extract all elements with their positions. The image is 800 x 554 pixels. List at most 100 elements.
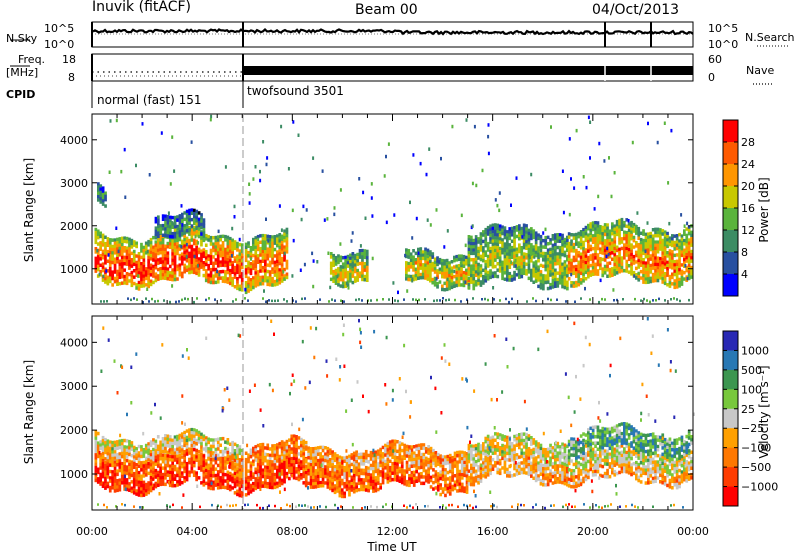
heatmap-cell bbox=[116, 256, 119, 261]
scatter-cell bbox=[550, 125, 552, 129]
heatmap-cell bbox=[104, 197, 107, 202]
heatmap-cell bbox=[123, 458, 126, 462]
heatmap-cell bbox=[396, 478, 399, 482]
heatmap-cell bbox=[577, 263, 581, 268]
heatmap-cell bbox=[132, 475, 136, 479]
heatmap-cell bbox=[544, 274, 548, 278]
heatmap-cell bbox=[159, 463, 162, 467]
heatmap-cell bbox=[479, 235, 483, 239]
heatmap-cell bbox=[417, 263, 420, 268]
heatmap-cell bbox=[415, 479, 418, 483]
heatmap-cell bbox=[470, 264, 473, 268]
heatmap-cell bbox=[687, 273, 691, 277]
ground-cell bbox=[328, 300, 330, 303]
heatmap-cell bbox=[123, 454, 126, 459]
heatmap-cell bbox=[357, 478, 361, 482]
heatmap-cell bbox=[128, 443, 131, 447]
heatmap-cell bbox=[96, 261, 100, 265]
heatmap-cell bbox=[338, 458, 342, 463]
heatmap-cell bbox=[601, 257, 605, 262]
ground-cell bbox=[178, 300, 180, 303]
heatmap-cell bbox=[314, 485, 318, 489]
heatmap-cell bbox=[101, 243, 105, 247]
heatmap-cell bbox=[147, 262, 150, 266]
heatmap-cell bbox=[340, 472, 344, 476]
heatmap-cell bbox=[340, 456, 344, 460]
heatmap-cell bbox=[219, 254, 222, 258]
heatmap-cell bbox=[244, 284, 248, 288]
heatmap-cell bbox=[384, 466, 387, 470]
heatmap-cell bbox=[455, 264, 459, 268]
heatmap-cell bbox=[173, 245, 177, 250]
heatmap-cell bbox=[644, 242, 648, 246]
scatter-cell bbox=[339, 188, 342, 192]
heatmap-cell bbox=[403, 446, 406, 451]
heatmap-cell bbox=[627, 264, 631, 268]
heatmap-cell bbox=[534, 266, 538, 271]
heatmap-cell bbox=[176, 447, 179, 452]
heatmap-cell bbox=[96, 477, 100, 481]
heatmap-cell bbox=[358, 255, 362, 259]
heatmap-cell bbox=[228, 455, 232, 459]
heatmap-cell bbox=[130, 261, 134, 265]
heatmap-cell bbox=[185, 265, 189, 269]
heatmap-cell bbox=[268, 247, 272, 252]
heatmap-cell bbox=[615, 219, 619, 224]
heatmap-cell bbox=[169, 215, 172, 220]
heatmap-cell bbox=[240, 471, 244, 476]
heatmap-cell bbox=[372, 467, 375, 471]
heatmap-cell bbox=[240, 288, 244, 292]
heatmap-cell bbox=[348, 486, 351, 491]
heatmap-cell bbox=[137, 490, 141, 494]
heatmap-cell bbox=[209, 267, 213, 272]
heatmap-cell bbox=[639, 260, 643, 264]
heatmap-cell bbox=[434, 457, 438, 461]
heatmap-cell bbox=[356, 256, 359, 260]
heatmap-cell bbox=[197, 437, 201, 441]
heatmap-cell bbox=[455, 254, 459, 259]
heatmap-cell bbox=[484, 269, 488, 273]
heatmap-cell bbox=[513, 245, 516, 249]
heatmap-cell bbox=[125, 249, 129, 254]
heatmap-cell bbox=[352, 486, 356, 491]
heatmap-cell bbox=[99, 190, 103, 195]
heatmap-cell bbox=[240, 478, 244, 482]
heatmap-cell bbox=[637, 258, 641, 263]
heatmap-cell bbox=[276, 272, 279, 277]
heatmap-cell bbox=[355, 485, 358, 490]
heatmap-cell bbox=[513, 232, 516, 236]
heatmap-cell bbox=[644, 267, 648, 272]
heatmap-cell bbox=[226, 460, 230, 465]
heatmap-cell bbox=[419, 256, 423, 261]
heatmap-cell bbox=[273, 456, 277, 461]
scatter-cell bbox=[451, 124, 454, 129]
heatmap-cell bbox=[216, 276, 220, 281]
heatmap-cell bbox=[419, 260, 423, 264]
heatmap-cell bbox=[690, 240, 693, 244]
heatmap-cell bbox=[94, 266, 98, 270]
heatmap-cell bbox=[240, 259, 244, 263]
heatmap-cell bbox=[479, 232, 483, 236]
heatmap-cell bbox=[567, 251, 571, 255]
heatmap-cell bbox=[352, 477, 356, 481]
heatmap-cell bbox=[176, 467, 179, 471]
heatmap-cell bbox=[204, 237, 208, 241]
scatter-cell bbox=[634, 224, 637, 229]
heatmap-cell bbox=[457, 270, 461, 274]
ground-cell bbox=[664, 299, 666, 302]
heatmap-cell bbox=[386, 454, 390, 459]
scatter-cell bbox=[96, 249, 99, 253]
heatmap-cell bbox=[166, 454, 170, 458]
heatmap-cell bbox=[295, 454, 298, 458]
heatmap-cell bbox=[625, 218, 629, 222]
heatmap-cell bbox=[159, 227, 163, 231]
heatmap-cell bbox=[276, 250, 279, 254]
heatmap-cell bbox=[372, 454, 375, 458]
heatmap-cell bbox=[132, 487, 136, 492]
heatmap-cell bbox=[336, 463, 339, 468]
heatmap-cell bbox=[396, 468, 399, 473]
heatmap-cell bbox=[273, 254, 277, 258]
heatmap-cell bbox=[195, 442, 198, 446]
heatmap-cell bbox=[572, 242, 576, 247]
